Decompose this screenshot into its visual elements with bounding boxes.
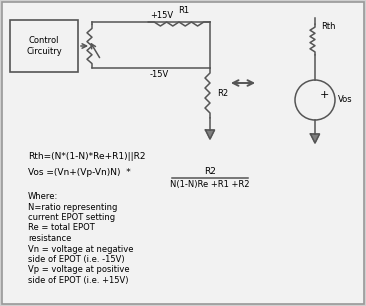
Polygon shape — [205, 130, 214, 139]
Text: Control
Circuitry: Control Circuitry — [26, 36, 62, 56]
Text: R2: R2 — [204, 167, 216, 176]
Text: N(1-N)Re +R1 +R2: N(1-N)Re +R1 +R2 — [170, 180, 250, 189]
Text: Where:: Where: — [28, 192, 58, 201]
Text: side of EPOT (i.e. +15V): side of EPOT (i.e. +15V) — [28, 276, 128, 285]
Text: N=ratio representing: N=ratio representing — [28, 203, 117, 211]
Bar — [10, 20, 78, 72]
Text: Re = total EPOT: Re = total EPOT — [28, 223, 95, 233]
Text: Vp = voltage at positive: Vp = voltage at positive — [28, 266, 130, 274]
Text: Vos =(Vn+(Vp-Vn)N)  *: Vos =(Vn+(Vp-Vn)N) * — [28, 168, 131, 177]
Polygon shape — [310, 134, 320, 143]
Text: Vn = voltage at negative: Vn = voltage at negative — [28, 244, 134, 253]
Text: current EPOT setting: current EPOT setting — [28, 213, 115, 222]
Text: R2: R2 — [217, 88, 228, 98]
FancyBboxPatch shape — [2, 2, 364, 304]
Text: Rth: Rth — [321, 22, 336, 31]
Text: resistance: resistance — [28, 234, 71, 243]
Text: side of EPOT (i.e. -15V): side of EPOT (i.e. -15V) — [28, 255, 125, 264]
Text: +15V: +15V — [150, 11, 173, 20]
Text: R1: R1 — [179, 6, 190, 15]
Text: Vos: Vos — [338, 95, 352, 105]
Text: Rth=(N*(1-N)*Re+R1)||R2: Rth=(N*(1-N)*Re+R1)||R2 — [28, 152, 146, 161]
Text: -15V: -15V — [150, 70, 169, 79]
Text: +: + — [319, 90, 329, 100]
